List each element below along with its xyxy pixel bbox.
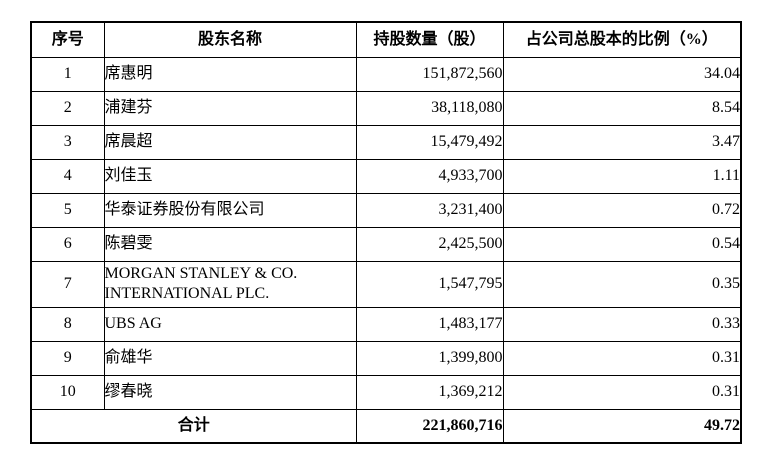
table-row: 7 MORGAN STANLEY & CO. INTERNATIONAL PLC… — [30, 260, 742, 308]
column-header-no: 序号 — [30, 21, 105, 58]
shareholder-name: 华泰证券股份有限公司 — [103, 192, 357, 228]
ownership-pct: 3.47 — [502, 124, 742, 160]
row-no: 7 — [30, 260, 105, 308]
column-header-name: 股东名称 — [103, 21, 357, 58]
shareholder-name: MORGAN STANLEY & CO. INTERNATIONAL PLC. — [103, 260, 357, 308]
ownership-pct: 34.04 — [502, 56, 742, 92]
shareholder-name: UBS AG — [103, 306, 357, 342]
shares-held: 38,118,080 — [355, 90, 504, 126]
shareholder-name: 席惠明 — [103, 56, 357, 92]
total-label: 合计 — [30, 408, 357, 444]
row-no: 3 — [30, 124, 105, 160]
shares-held: 2,425,500 — [355, 226, 504, 262]
row-no: 4 — [30, 158, 105, 194]
table-row: 3 席晨超 15,479,492 3.47 — [30, 124, 742, 160]
shareholder-name: 缪春晓 — [103, 374, 357, 410]
ownership-pct: 8.54 — [502, 90, 742, 126]
shares-held: 4,933,700 — [355, 158, 504, 194]
table-row: 10 缪春晓 1,369,212 0.31 — [30, 374, 742, 410]
table-row: 5 华泰证券股份有限公司 3,231,400 0.72 — [30, 192, 742, 228]
table-row: 8 UBS AG 1,483,177 0.33 — [30, 306, 742, 342]
shares-held: 1,483,177 — [355, 306, 504, 342]
table-header-row: 序号 股东名称 持股数量（股） 占公司总股本的比例（%） — [30, 21, 742, 58]
shares-held: 3,231,400 — [355, 192, 504, 228]
shareholder-name: 俞雄华 — [103, 340, 357, 376]
shares-held: 15,479,492 — [355, 124, 504, 160]
shareholder-name: 陈碧雯 — [103, 226, 357, 262]
shareholder-name: 席晨超 — [103, 124, 357, 160]
table-total-row: 合计 221,860,716 49.72 — [30, 408, 742, 444]
table-row: 2 浦建芬 38,118,080 8.54 — [30, 90, 742, 126]
ownership-pct: 0.31 — [502, 340, 742, 376]
total-pct: 49.72 — [502, 408, 742, 444]
row-no: 5 — [30, 192, 105, 228]
row-no: 2 — [30, 90, 105, 126]
table-row: 6 陈碧雯 2,425,500 0.54 — [30, 226, 742, 262]
ownership-pct: 1.11 — [502, 158, 742, 194]
ownership-pct: 0.35 — [502, 260, 742, 308]
row-no: 1 — [30, 56, 105, 92]
shares-held: 151,872,560 — [355, 56, 504, 92]
total-shares: 221,860,716 — [355, 408, 504, 444]
table-row: 1 席惠明 151,872,560 34.04 — [30, 56, 742, 92]
ownership-pct: 0.33 — [502, 306, 742, 342]
shares-held: 1,547,795 — [355, 260, 504, 308]
shares-held: 1,399,800 — [355, 340, 504, 376]
column-header-shares: 持股数量（股） — [355, 21, 504, 58]
shareholder-name: 刘佳玉 — [103, 158, 357, 194]
shareholders-table: 序号 股东名称 持股数量（股） 占公司总股本的比例（%） 1 席惠明 151,8… — [30, 21, 742, 444]
row-no: 9 — [30, 340, 105, 376]
table-row: 9 俞雄华 1,399,800 0.31 — [30, 340, 742, 376]
shareholder-name: 浦建芬 — [103, 90, 357, 126]
row-no: 10 — [30, 374, 105, 410]
row-no: 8 — [30, 306, 105, 342]
row-no: 6 — [30, 226, 105, 262]
ownership-pct: 0.54 — [502, 226, 742, 262]
column-header-pct: 占公司总股本的比例（%） — [502, 21, 742, 58]
table-row: 4 刘佳玉 4,933,700 1.11 — [30, 158, 742, 194]
shares-held: 1,369,212 — [355, 374, 504, 410]
ownership-pct: 0.72 — [502, 192, 742, 228]
ownership-pct: 0.31 — [502, 374, 742, 410]
